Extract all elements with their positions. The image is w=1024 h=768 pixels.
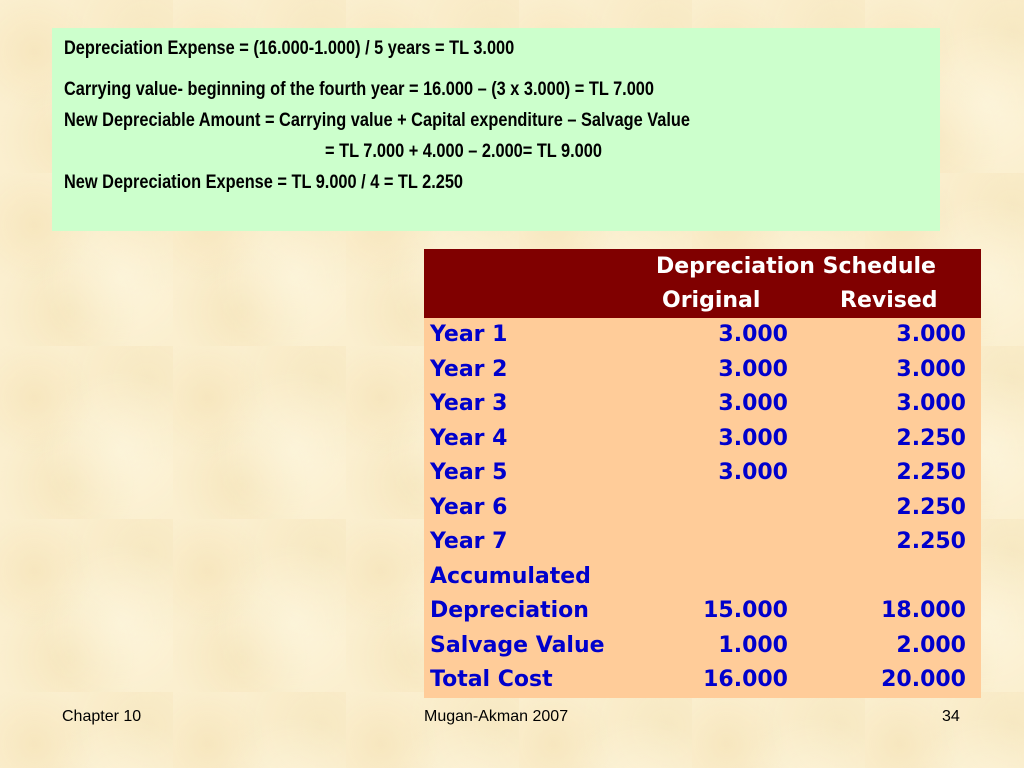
footer-author: Mugan-Akman 2007 [424,708,569,725]
revised-value: 20.000 [881,667,966,692]
original-value: 16.000 [703,667,788,692]
row-label: Year 1 [430,322,508,347]
formula-new-depreciation-expense: New Depreciation Expense = TL 9.000 / 4 … [64,172,464,193]
row-label: Year 4 [430,426,508,451]
revised-value: 18.000 [881,598,966,623]
formula-new-depreciable-amount: New Depreciable Amount = Carrying value … [64,110,690,131]
row-label: Year 3 [430,391,508,416]
original-value: 3.000 [718,460,788,485]
table-body: Year 1 3.000 3.000 Year 2 3.000 3.000 Ye… [424,318,981,698]
original-value: 3.000 [718,322,788,347]
footer-chapter: Chapter 10 [62,708,142,725]
row-label: Year 7 [430,529,508,554]
row-label: Accumulated [430,564,591,589]
table-header: Depreciation Schedule Original Revised [424,249,981,318]
formula-depreciation-expense: Depreciation Expense = (16.000-1.000) / … [64,38,515,59]
original-value: 3.000 [718,357,788,382]
original-value: 15.000 [703,598,788,623]
row-label: Total Cost [430,667,553,692]
revised-value: 3.000 [896,322,966,347]
revised-value: 2.000 [896,633,966,658]
row-label: Salvage Value [430,633,605,658]
depreciation-schedule-table: Depreciation Schedule Original Revised Y… [424,249,981,698]
table-title: Depreciation Schedule [656,254,936,279]
formula-box: Depreciation Expense = (16.000-1.000) / … [52,28,940,231]
revised-value: 2.250 [896,426,966,451]
footer-page-number: 34 [942,708,960,725]
revised-value: 2.250 [896,495,966,520]
row-label: Year 5 [430,460,508,485]
column-header-revised: Revised [840,288,938,313]
revised-value: 3.000 [896,391,966,416]
revised-value: 2.250 [896,460,966,485]
formula-new-depreciable-amount-result: = TL 7.000 + 4.000 – 2.000= TL 9.000 [325,141,602,162]
original-value: 1.000 [718,633,788,658]
revised-value: 2.250 [896,529,966,554]
column-header-original: Original [662,288,761,313]
row-label: Depreciation [430,598,589,623]
formula-carrying-value: Carrying value- beginning of the fourth … [64,79,654,100]
row-label: Year 6 [430,495,508,520]
row-label: Year 2 [430,357,508,382]
original-value: 3.000 [718,391,788,416]
original-value: 3.000 [718,426,788,451]
revised-value: 3.000 [896,357,966,382]
